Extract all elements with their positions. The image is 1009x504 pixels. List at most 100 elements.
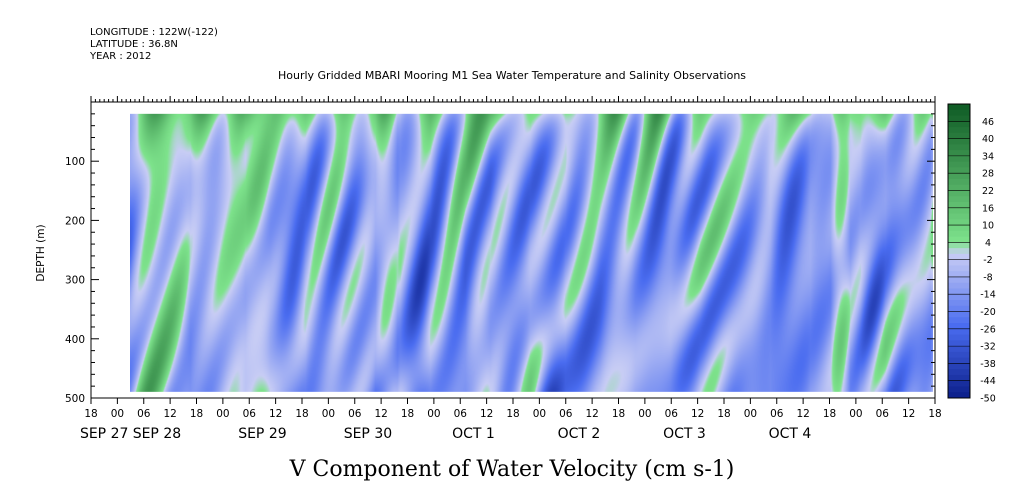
x-tick-label: 12 xyxy=(585,408,598,420)
x-tick-label: 18 xyxy=(190,408,203,420)
date-label: SEP 28 xyxy=(133,426,181,442)
colorbar-swatch xyxy=(948,253,970,261)
x-tick-label: 18 xyxy=(928,408,941,420)
colorbar-label: -50 xyxy=(980,394,996,405)
colorbar-swatch xyxy=(948,300,970,307)
colorbar-swatch xyxy=(948,317,970,324)
axes: 100 200 300 400 500 18 00 06 12 18 00 06 12 18 00 06 12 1… xyxy=(65,96,942,442)
colorbar-label: -8 xyxy=(983,272,992,283)
colorbar-swatch xyxy=(948,288,970,295)
colorbar-label: -14 xyxy=(980,290,996,301)
colorbar-label: -44 xyxy=(980,376,996,387)
colorbar-label: -2 xyxy=(983,255,992,266)
y-tick-label: 300 xyxy=(65,275,85,287)
colorbar-swatch xyxy=(948,219,970,226)
colorbar-swatch xyxy=(948,265,970,272)
colorbar-swatch xyxy=(948,346,970,353)
chart-title: Hourly Gridded MBARI Mooring M1 Sea Wate… xyxy=(278,69,746,82)
x-tick-label: 06 xyxy=(243,408,257,420)
colorbar-swatch xyxy=(948,150,970,157)
colorbar-swatch xyxy=(948,213,970,220)
colorbar-label: 4 xyxy=(985,238,991,249)
colorbar-swatch xyxy=(948,155,970,163)
y-tick-label: 200 xyxy=(65,215,85,227)
colorbar-swatch xyxy=(948,374,970,382)
colorbar-label: -32 xyxy=(980,342,996,353)
x-tick-label: 00 xyxy=(744,408,757,420)
x-tick-label: 00 xyxy=(638,408,651,420)
colorbar-swatch xyxy=(948,242,970,249)
colorbar-swatch xyxy=(948,311,970,318)
colorbar-swatch xyxy=(948,202,970,209)
heatmap-raster xyxy=(130,113,933,392)
colorbar-swatch xyxy=(948,357,970,364)
x-tick-label: 18 xyxy=(84,408,97,420)
colorbar-swatch xyxy=(948,328,970,336)
x-tick-label: 12 xyxy=(902,408,915,420)
date-label: OCT 1 xyxy=(452,426,495,442)
colorbar-swatch xyxy=(948,138,970,145)
x-tick-label: 12 xyxy=(374,408,387,420)
x-tick-label: 00 xyxy=(322,408,335,420)
colorbar-swatch xyxy=(948,334,970,341)
colorbar-swatch xyxy=(948,132,970,140)
x-tick-label: 06 xyxy=(770,408,784,420)
x-tick-label: 18 xyxy=(401,408,414,420)
x-tick-label: 06 xyxy=(559,408,573,420)
colorbar-swatch xyxy=(948,109,970,117)
colorbar-swatch xyxy=(948,190,970,197)
colorbar-swatch xyxy=(948,369,970,376)
y-axis-label: DEPTH (m) xyxy=(35,224,47,281)
colorbar-label: -20 xyxy=(980,307,996,318)
x-tick-label: 06 xyxy=(665,408,679,420)
colorbar-swatch xyxy=(948,363,970,370)
colorbar-swatch xyxy=(948,196,970,203)
x-tick-label: 00 xyxy=(533,408,546,420)
longitude-label: LONGITUDE : 122W(-122) xyxy=(90,27,218,38)
colorbar-swatch xyxy=(948,230,970,238)
colorbar-swatch xyxy=(948,225,970,232)
colorbar-label: -38 xyxy=(980,359,996,370)
x-tick-label: 06 xyxy=(876,408,890,420)
colorbar-swatch xyxy=(948,127,970,134)
date-label: SEP 27 xyxy=(80,426,128,442)
heatmap-field xyxy=(130,113,933,392)
y-tick-label: 500 xyxy=(65,393,85,405)
colorbar-swatch xyxy=(948,173,970,180)
colorbar-label: 22 xyxy=(982,186,994,197)
colorbar-swatch xyxy=(948,248,970,255)
x-tick-label: 00 xyxy=(111,408,124,420)
x-tick-label: 12 xyxy=(796,408,809,420)
colorbar-swatch xyxy=(948,282,970,289)
x-tick-label: 06 xyxy=(348,408,362,420)
date-label: OCT 2 xyxy=(558,426,601,442)
colorbar: 46 40 34 28 22 16 10 4 -2 -8 -14 -20 -26 -32 -38 -44 -50 xyxy=(947,103,996,405)
x-tick-label: 12 xyxy=(163,408,176,420)
colorbar-swatch xyxy=(948,167,970,174)
colorbar-swatch xyxy=(948,380,970,387)
colorbar-swatch xyxy=(948,276,970,284)
colorbar-label: 10 xyxy=(982,221,994,232)
colorbar-swatch xyxy=(948,207,970,215)
colorbar-swatch xyxy=(948,271,970,278)
colorbar-swatch xyxy=(948,184,970,191)
y-tick-label: 100 xyxy=(65,156,85,168)
y-tick-label: 400 xyxy=(65,334,85,346)
colorbar-swatch xyxy=(948,104,970,111)
colorbar-label: -26 xyxy=(980,324,996,335)
colorbar-swatch xyxy=(948,161,970,168)
x-tick-label: 18 xyxy=(717,408,730,420)
colorbar-swatch xyxy=(948,259,970,266)
colorbar-swatch xyxy=(948,305,970,313)
colorbar-label: 40 xyxy=(982,134,994,145)
x-tick-label: 00 xyxy=(849,408,862,420)
x-tick-label: 12 xyxy=(480,408,493,420)
colorbar-swatch xyxy=(948,236,970,243)
colorbar-swatch xyxy=(948,323,970,330)
date-label: OCT 4 xyxy=(769,426,812,442)
x-tick-label: 12 xyxy=(269,408,282,420)
x-tick-label: 06 xyxy=(137,408,151,420)
x-tick-label: 18 xyxy=(823,408,836,420)
x-tick-label: 18 xyxy=(295,408,308,420)
